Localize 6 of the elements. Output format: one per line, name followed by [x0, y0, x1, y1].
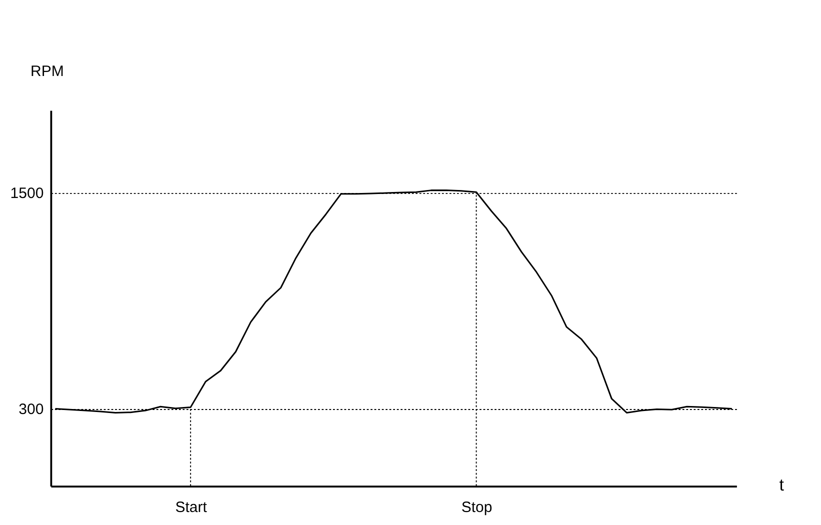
- x-tick-label: Start: [175, 498, 208, 516]
- y-axis-title: RPM: [30, 63, 64, 80]
- y-tick-label: 300: [18, 400, 44, 418]
- x-axis-title: t: [779, 475, 784, 494]
- y-tick-label: 1500: [10, 185, 44, 202]
- x-tick-label: Stop: [461, 498, 492, 516]
